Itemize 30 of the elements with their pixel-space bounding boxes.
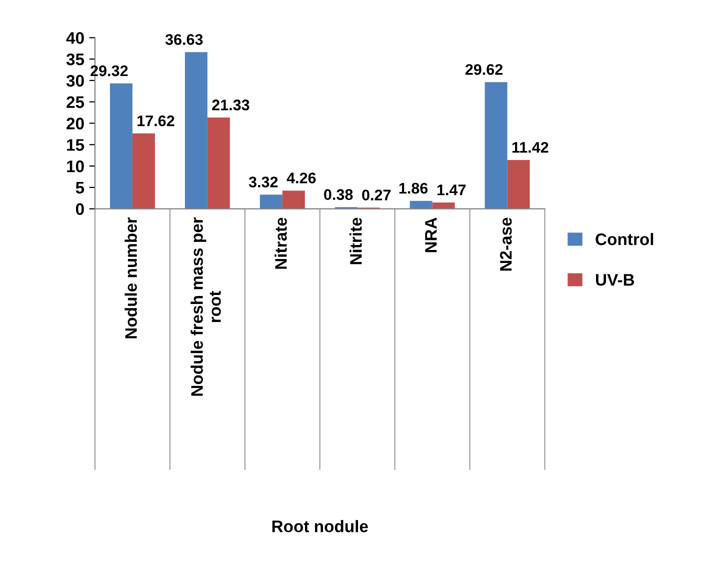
legend-label: Control [596, 232, 654, 246]
y-tick-label: 15 [67, 139, 84, 151]
data-label: 0.38 [324, 189, 353, 200]
data-label: 1.47 [437, 184, 466, 196]
y-tick-label: 5 [76, 182, 84, 194]
x-tick-label: Nitrate [274, 218, 287, 269]
x-tick-label: Nodule number [124, 217, 137, 338]
data-label: 36.63 [165, 34, 203, 45]
y-tick-label: 25 [66, 96, 84, 108]
y-tick-label: 0 [76, 203, 84, 216]
data-label: 11.42 [512, 142, 548, 153]
text: Root nodule [272, 520, 368, 532]
data-label: 4.26 [286, 172, 316, 184]
y-tick-label: 10 [67, 160, 84, 172]
data-label: 3.32 [248, 176, 278, 188]
legend-label: UV-B [596, 274, 634, 286]
data-label: 17.62 [138, 115, 174, 126]
data-label: 1.86 [399, 182, 428, 194]
data-label: 21.33 [212, 100, 250, 110]
y-tick-label: 20 [66, 118, 84, 130]
y-tick-label: 35 [66, 53, 84, 66]
data-label: 0.27 [362, 190, 391, 200]
y-tick-label: 40 [66, 32, 84, 44]
y-tick-label: 30 [66, 74, 84, 87]
x-tick-label: NRA [425, 218, 437, 252]
x-tick-label: Nodule fresh mass per root [190, 217, 221, 396]
x-tick-label: Nitrite [350, 218, 362, 264]
x-tick-label: N2-ase [500, 218, 512, 271]
data-label: 29.62 [465, 64, 503, 75]
data-label: 29.32 [90, 65, 128, 76]
